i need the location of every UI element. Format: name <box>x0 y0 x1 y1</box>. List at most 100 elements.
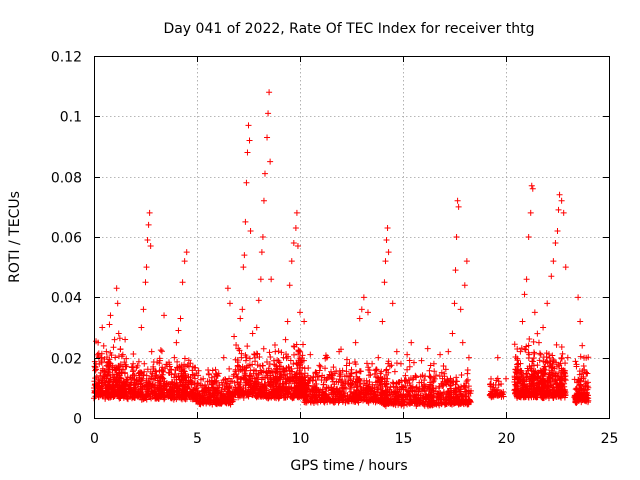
data-point <box>136 370 143 377</box>
data-point <box>247 373 254 380</box>
data-point <box>383 366 390 373</box>
data-point <box>130 360 137 367</box>
data-point <box>227 378 234 385</box>
data-point <box>462 398 469 405</box>
data-point <box>303 385 310 392</box>
data-point <box>517 390 524 397</box>
data-point <box>389 379 396 386</box>
data-point <box>290 361 297 368</box>
data-point <box>530 355 537 362</box>
data-point <box>452 267 459 274</box>
data-point <box>212 366 219 373</box>
data-point <box>181 387 188 394</box>
data-point <box>513 369 520 376</box>
data-point <box>327 398 334 405</box>
data-point <box>556 377 563 384</box>
data-point <box>514 380 521 387</box>
data-point <box>285 390 292 397</box>
data-point <box>407 385 414 392</box>
data-point <box>542 359 549 366</box>
data-point <box>266 89 273 96</box>
data-point <box>512 368 519 375</box>
data-point <box>92 363 99 370</box>
data-point <box>525 234 532 240</box>
data-point <box>314 397 321 404</box>
data-point <box>301 318 308 325</box>
data-point <box>530 362 537 369</box>
chart-title: Day 041 of 2022, Rate Of TEC Index for r… <box>163 21 534 37</box>
data-point <box>276 383 283 390</box>
data-point <box>445 348 452 355</box>
data-point <box>307 351 314 358</box>
data-point <box>206 378 213 385</box>
data-point <box>106 321 113 328</box>
data-point <box>213 370 220 377</box>
data-point <box>560 209 567 216</box>
data-point <box>583 380 590 387</box>
data-point <box>316 367 323 374</box>
data-point <box>552 240 559 247</box>
data-point <box>130 391 137 398</box>
data-point <box>286 282 293 289</box>
data-point <box>159 387 166 394</box>
data-point <box>561 369 568 376</box>
data-point <box>240 374 247 381</box>
data-point <box>518 345 525 352</box>
data-point <box>258 369 265 376</box>
data-point <box>186 394 193 401</box>
data-point <box>195 380 202 387</box>
data-point <box>156 384 163 391</box>
data-point <box>576 381 583 388</box>
data-point <box>316 362 323 369</box>
data-point <box>384 383 391 390</box>
data-point <box>575 294 582 301</box>
data-point <box>184 390 191 397</box>
data-point <box>545 386 552 393</box>
data-point <box>267 354 274 361</box>
data-point <box>234 374 241 381</box>
data-point <box>246 355 253 362</box>
data-point <box>580 392 587 399</box>
data-point <box>562 377 569 384</box>
data-point <box>543 354 550 361</box>
data-point <box>241 252 248 259</box>
data-point <box>232 356 239 363</box>
data-point <box>247 378 254 385</box>
data-point <box>393 360 400 367</box>
x-tick-label: 25 <box>601 431 619 447</box>
data-point <box>440 363 447 370</box>
data-point <box>134 362 141 369</box>
data-point <box>104 381 111 388</box>
data-point <box>526 386 533 393</box>
data-point <box>254 383 261 390</box>
data-point <box>244 149 251 156</box>
data-point <box>431 368 438 375</box>
x-tick-label: 20 <box>498 431 516 447</box>
data-point <box>283 351 290 358</box>
data-point <box>218 388 225 395</box>
data-point <box>117 375 124 382</box>
data-point <box>447 394 454 401</box>
data-point <box>167 366 174 373</box>
data-point <box>98 359 105 366</box>
data-point <box>272 373 279 380</box>
data-point <box>299 352 306 359</box>
data-point <box>323 354 330 361</box>
data-point <box>464 376 471 383</box>
data-point <box>215 397 222 404</box>
data-point <box>544 390 551 397</box>
data-point <box>580 373 587 380</box>
data-point <box>558 197 565 204</box>
data-point <box>457 306 464 313</box>
data-point <box>222 376 229 383</box>
data-point <box>110 344 117 351</box>
data-point <box>435 400 442 407</box>
data-point <box>255 391 262 398</box>
data-point <box>377 385 384 392</box>
data-point <box>384 375 391 382</box>
data-point <box>233 342 240 349</box>
data-point <box>223 383 230 390</box>
data-point <box>310 383 317 390</box>
data-point <box>102 394 109 401</box>
data-point <box>363 386 370 393</box>
